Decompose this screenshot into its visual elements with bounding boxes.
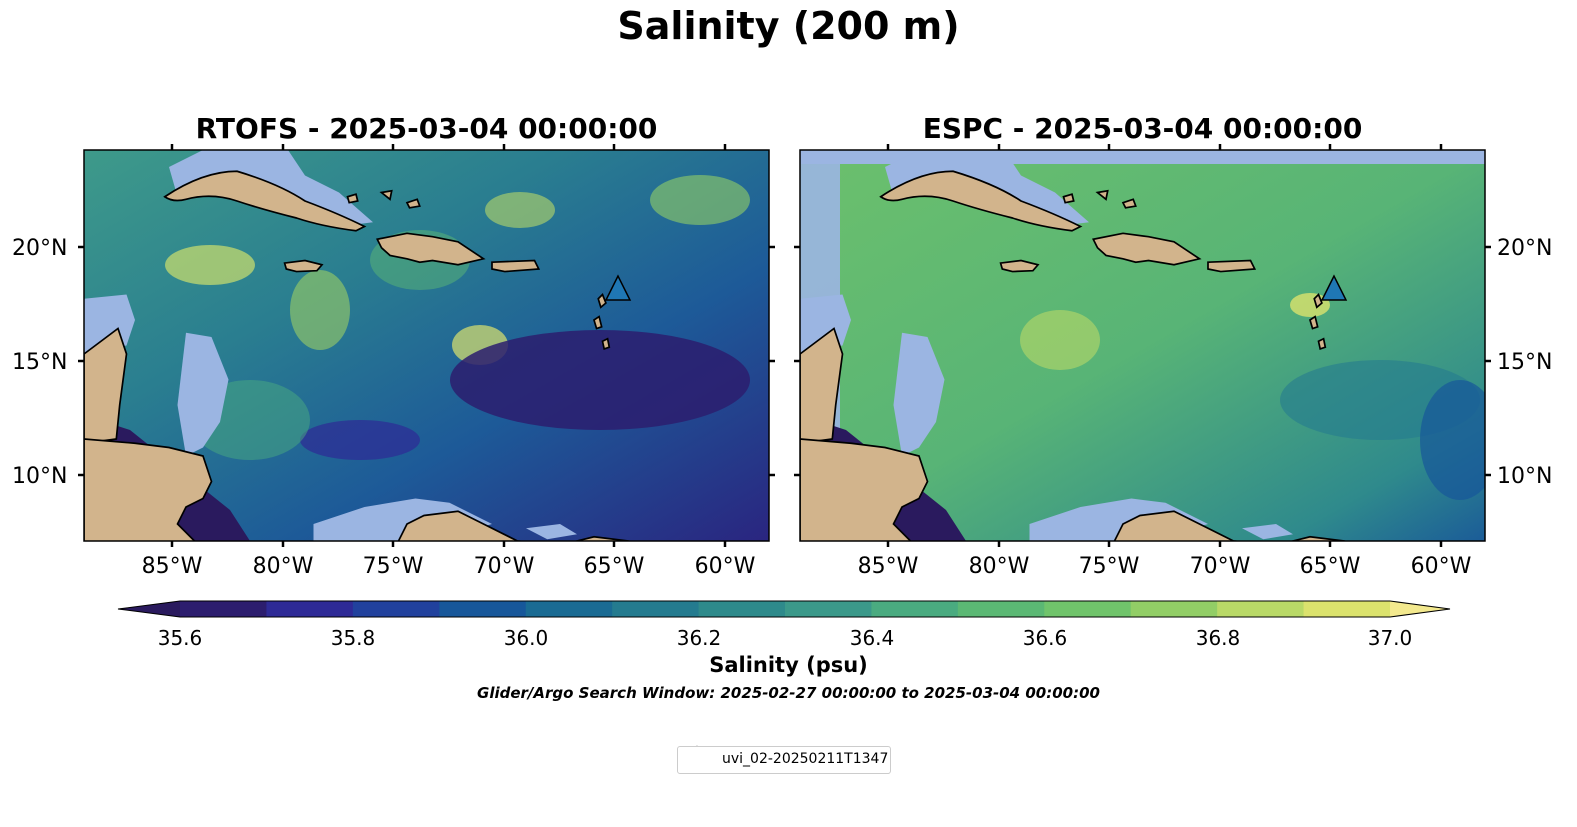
y-tick-label: 15°N: [12, 350, 67, 375]
x-tick-label: 85°W: [858, 554, 919, 579]
colorbar-tick-label: 36.0: [504, 626, 549, 650]
rtofs-panel-title: RTOFS - 2025-03-04 00:00:00: [195, 112, 658, 145]
colorbar-under-arrow: [118, 601, 180, 617]
espc-map: [800, 150, 1485, 541]
y-tick-label: 15°N: [1497, 350, 1552, 375]
x-tick-label: 65°W: [1300, 554, 1361, 579]
colorbar-segment: [612, 601, 700, 617]
y-tick-label: 10°N: [1497, 464, 1552, 489]
y-tick-label: 10°N: [12, 464, 67, 489]
x-tick-label: 85°W: [142, 554, 203, 579]
colorbar-outline: [117, 600, 1451, 618]
x-tick-label: 65°W: [584, 554, 645, 579]
colorbar-tick-label: 36.4: [850, 626, 895, 650]
x-tick-label: 75°W: [1079, 554, 1140, 579]
espc-panel-title: ESPC - 2025-03-04 00:00:00: [922, 112, 1363, 145]
figure-title: Salinity (200 m): [617, 4, 960, 48]
legend-entry-label: uvi_02-20250211T1347: [722, 751, 889, 767]
colorbar-segment: [1303, 601, 1391, 617]
colorbar-tick-label: 36.8: [1196, 626, 1241, 650]
colorbar-segment: [785, 601, 872, 617]
rtofs-map: [84, 150, 769, 541]
colorbar-segment: [1217, 601, 1305, 617]
colorbar-tick-label: 36.2: [677, 626, 722, 650]
colorbar-segment: [957, 601, 1045, 617]
x-tick-label: 70°W: [474, 554, 535, 579]
y-tick-label: 20°N: [12, 236, 67, 261]
x-tick-label: 60°W: [1411, 554, 1472, 579]
colorbar-segment: [352, 601, 440, 617]
colorbar-segment: [266, 601, 354, 617]
legend: [677, 746, 891, 774]
colorbar-tick-label: 35.6: [158, 626, 203, 650]
colorbar-segment: [1130, 601, 1218, 617]
colorbar: [117, 600, 1451, 618]
colorbar-segment: [698, 601, 786, 617]
colorbar-tick-label: 35.8: [331, 626, 376, 650]
search-window-caption: Glider/Argo Search Window: 2025-02-27 00…: [477, 684, 1100, 702]
colorbar-tick-label: 36.6: [1023, 626, 1068, 650]
x-tick-label: 75°W: [363, 554, 424, 579]
glider-marker-espc: [1320, 274, 1348, 301]
colorbar-segment: [180, 601, 267, 617]
colorbar-over-arrow: [1390, 601, 1450, 617]
x-tick-label: 80°W: [253, 554, 314, 579]
colorbar-tick-label: 37.0: [1368, 626, 1413, 650]
colorbar-segment: [871, 601, 959, 617]
y-tick-label: 20°N: [1497, 236, 1552, 261]
x-tick-label: 60°W: [695, 554, 756, 579]
colorbar-segment: [1044, 601, 1132, 617]
colorbar-segment: [525, 601, 613, 617]
colorbar-label: Salinity (psu): [709, 653, 868, 677]
x-tick-label: 80°W: [969, 554, 1030, 579]
colorbar-segment: [439, 601, 527, 617]
x-tick-label: 70°W: [1190, 554, 1251, 579]
glider-marker-rtofs: [604, 274, 632, 301]
